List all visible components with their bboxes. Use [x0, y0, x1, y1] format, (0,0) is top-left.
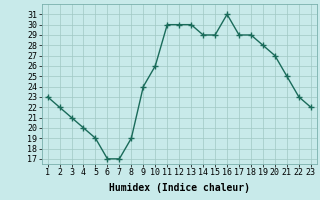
X-axis label: Humidex (Indice chaleur): Humidex (Indice chaleur): [109, 183, 250, 193]
